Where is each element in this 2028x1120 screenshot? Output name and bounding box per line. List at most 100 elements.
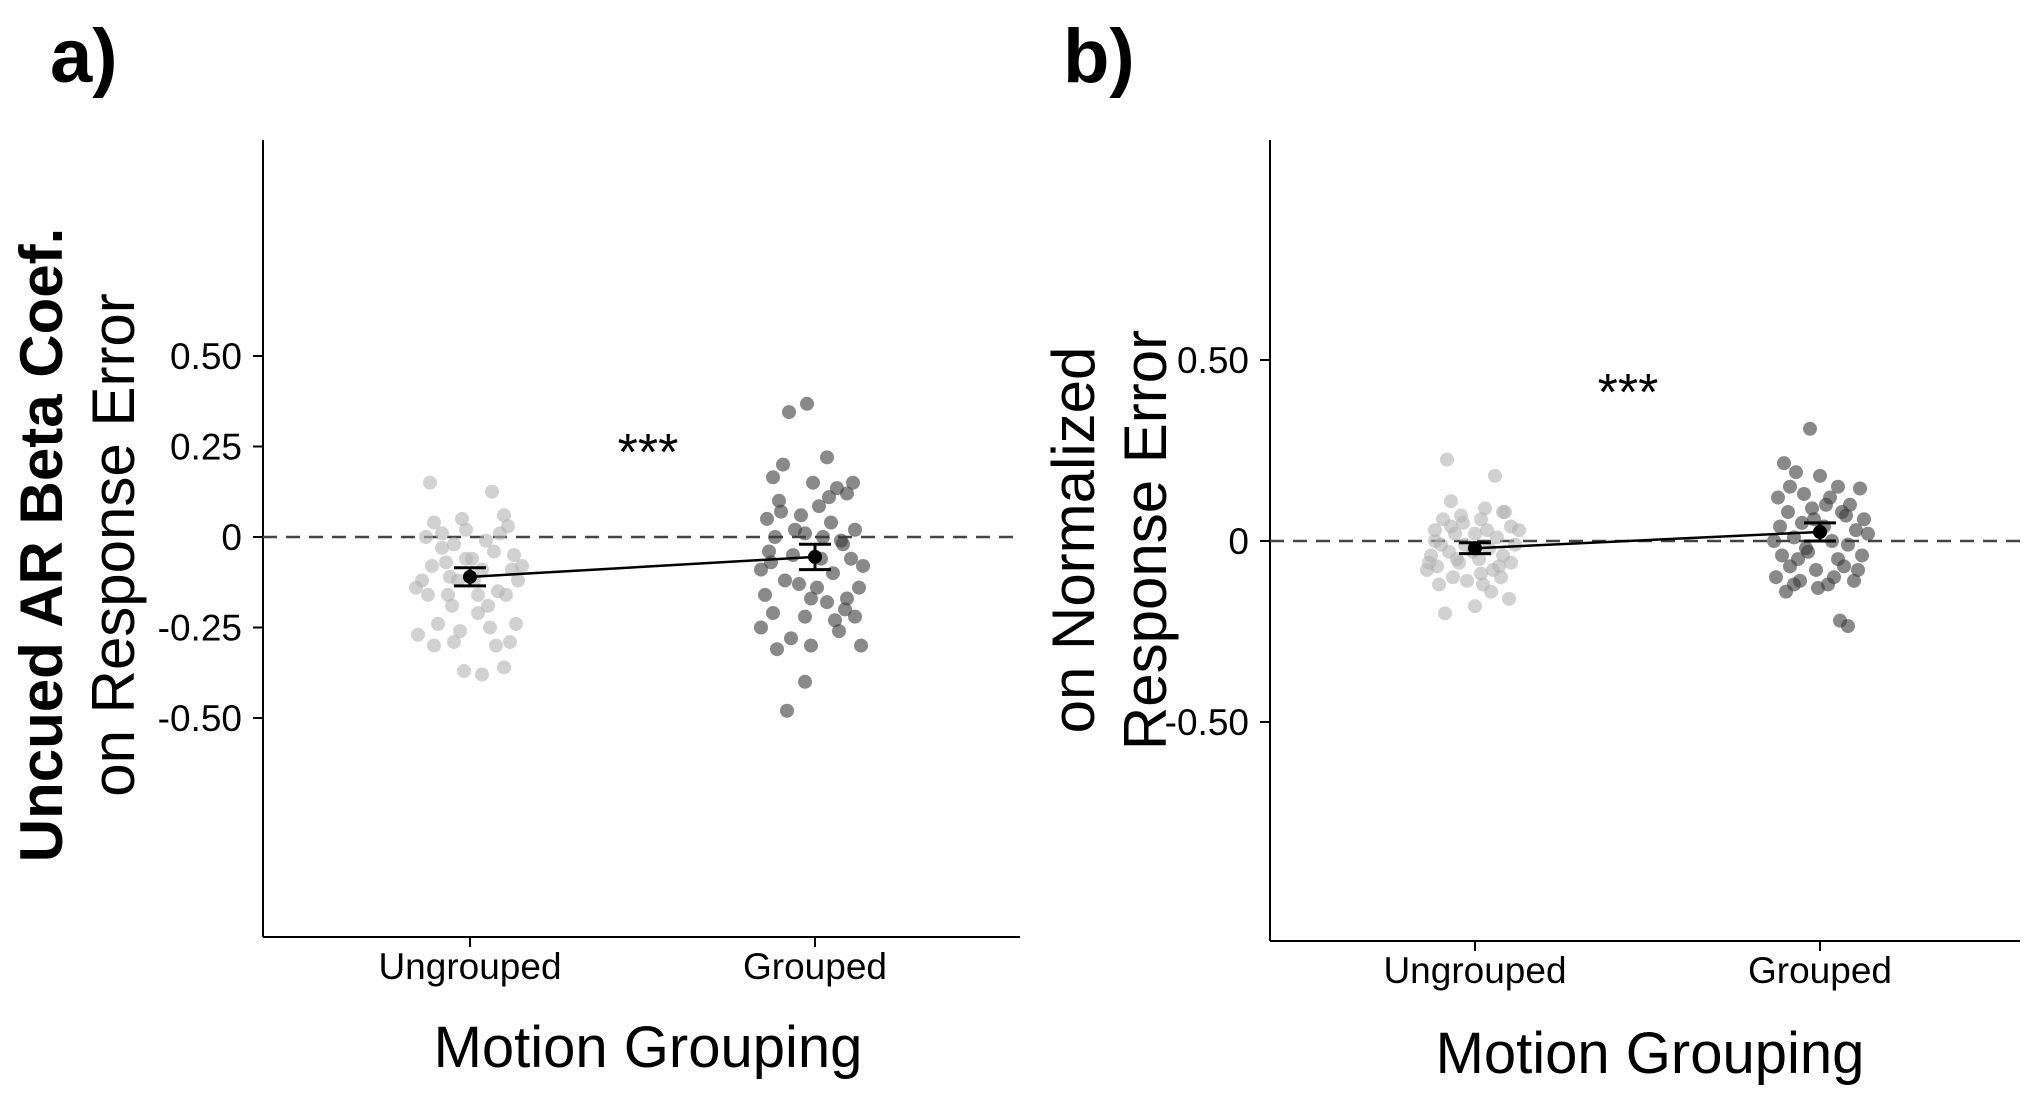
panel-a-point-ungrouped (497, 508, 511, 523)
panel-b-point-ungrouped (1438, 606, 1452, 621)
panel-b-plot: 0.50 0 -0.50 Ungrouped Grouped (1165, 140, 2020, 991)
panel-b-point-ungrouped (1432, 577, 1446, 592)
panel-b-point-grouped (1767, 534, 1781, 548)
panel-a-point-grouped (810, 580, 824, 595)
panel-a-point-ungrouped (409, 580, 423, 595)
panel-a-point-grouped (804, 638, 818, 653)
panel-a-letter: a) (50, 14, 118, 99)
panel-b-letter: b) (1063, 14, 1135, 99)
panel-b-point-grouped (1853, 481, 1867, 496)
panel-a-point-ungrouped (435, 526, 449, 541)
panel-a-point-grouped (760, 511, 774, 526)
panel-b-point-ungrouped (1488, 468, 1502, 483)
panel-b-point-grouped (1797, 486, 1811, 501)
panel-a-plot: 0.50 0.25 0 -0.25 -0.50 Ungrouped Grouped (158, 140, 1020, 987)
panel-b-mean-point (1468, 541, 1482, 556)
panel-b-point-ungrouped (1508, 537, 1522, 552)
panel-a-point-grouped (782, 405, 796, 420)
panel-a-point-grouped (812, 499, 826, 514)
panel-b-point-grouped (1787, 577, 1801, 592)
panel-a-point-ungrouped (421, 587, 435, 602)
panel-b-point-ungrouped (1484, 584, 1498, 599)
panel-a-x-tick-label: Grouped (743, 946, 887, 987)
panel-b-point-ungrouped (1480, 523, 1494, 538)
panel-a-point-grouped (804, 591, 818, 606)
panel-b-y-tick-label: 0.50 (1177, 340, 1249, 381)
panel-a-point-grouped (848, 522, 862, 537)
panel-a-point-ungrouped (435, 540, 449, 555)
panel-b: b) on Normalized Response Error Motion G… (1040, 14, 2020, 1086)
panel-a-point-grouped (754, 562, 768, 577)
panel-b-point-ungrouped (1492, 559, 1506, 574)
panel-a-point-grouped (824, 515, 838, 530)
panel-a-point-grouped (816, 530, 830, 544)
panel-b-point-ungrouped (1502, 591, 1516, 606)
panel-b-point-grouped (1819, 497, 1833, 512)
panel-b-point-grouped (1791, 552, 1805, 567)
panel-b-point-ungrouped (1450, 552, 1464, 567)
panel-a-point-grouped (828, 613, 842, 628)
panel-b-point-ungrouped (1428, 523, 1442, 538)
panel-a-point-grouped (776, 457, 790, 472)
panel-a-point-grouped (772, 493, 786, 508)
panel-b-significance: *** (1598, 364, 1659, 422)
panel-b-point-grouped (1795, 515, 1809, 530)
panel-a-x-tick-label: Ungrouped (378, 946, 561, 987)
panel-a-point-grouped (794, 508, 808, 523)
panel-a-point-grouped (832, 624, 846, 639)
panel-a-point-grouped (852, 580, 866, 595)
panel-a-point-ungrouped (501, 519, 515, 534)
panel-a-point-ungrouped (471, 587, 485, 602)
panel-b-point-ungrouped (1428, 534, 1442, 548)
panel-b-point-grouped (1773, 519, 1787, 534)
panel-a-point-grouped (840, 591, 854, 606)
panel-b-point-grouped (1837, 559, 1851, 574)
panel-a-point-grouped (798, 674, 812, 689)
panel-b-point-ungrouped (1422, 555, 1436, 570)
panel-a-y-tick-label: -0.50 (158, 698, 242, 739)
panel-a-point-ungrouped (445, 598, 459, 613)
panel-a-y-tick-label: 0.25 (170, 427, 242, 468)
panel-a-point-ungrouped (427, 515, 441, 530)
panel-a-ylabel-line2: on Response Error (80, 293, 147, 797)
panel-a-point-ungrouped (475, 562, 489, 577)
panel-b-point-grouped (1777, 456, 1791, 471)
panel-a-point-grouped (856, 558, 870, 573)
panel-a-point-grouped (822, 490, 836, 505)
panel-a-point-ungrouped (455, 511, 469, 526)
panel-a-point-grouped (788, 522, 802, 537)
panel-b-point-ungrouped (1460, 573, 1474, 588)
panel-b-point-ungrouped (1468, 526, 1482, 541)
panel-a-point-ungrouped (453, 624, 467, 639)
panel-a-mean-line (469, 555, 816, 579)
panel-a-point-ungrouped (489, 638, 503, 653)
panel-b-point-ungrouped (1440, 452, 1454, 467)
panel-a-point-grouped (764, 555, 778, 570)
panel-b-point-ungrouped (1468, 599, 1482, 614)
panel-a-point-grouped (766, 606, 780, 621)
panel-a-point-grouped (792, 577, 806, 592)
panel-a-ylabel: Uncued AR Beta Coef. on Response Error (8, 228, 147, 863)
panel-a-point-grouped (820, 595, 834, 610)
panel-a-point-ungrouped (427, 638, 441, 653)
panel-b-point-ungrouped (1444, 519, 1458, 534)
panel-b-point-grouped (1839, 508, 1853, 523)
panel-a-point-grouped (766, 470, 780, 485)
panel-a-point-grouped (754, 620, 768, 635)
panel-a-point-grouped (800, 396, 814, 411)
panel-b-point-grouped (1771, 490, 1785, 505)
panel-a-point-grouped (774, 504, 788, 519)
panel-b-point-grouped (1799, 541, 1813, 556)
panel-a-point-grouped (798, 609, 812, 624)
panel-b-point-grouped (1769, 570, 1783, 585)
panel-b-point-ungrouped (1478, 501, 1492, 516)
panel-a-point-grouped (844, 551, 858, 566)
panel-a-point-ungrouped (499, 587, 513, 602)
panel-b-point-ungrouped (1494, 570, 1508, 585)
panel-a-point-ungrouped (451, 573, 465, 588)
panel-a-point-grouped (770, 642, 784, 657)
panel-a-point-grouped (778, 573, 792, 588)
panel-b-point-ungrouped (1498, 505, 1512, 520)
panel-a-point-ungrouped (447, 634, 461, 649)
panel-b-point-grouped (1813, 468, 1827, 483)
